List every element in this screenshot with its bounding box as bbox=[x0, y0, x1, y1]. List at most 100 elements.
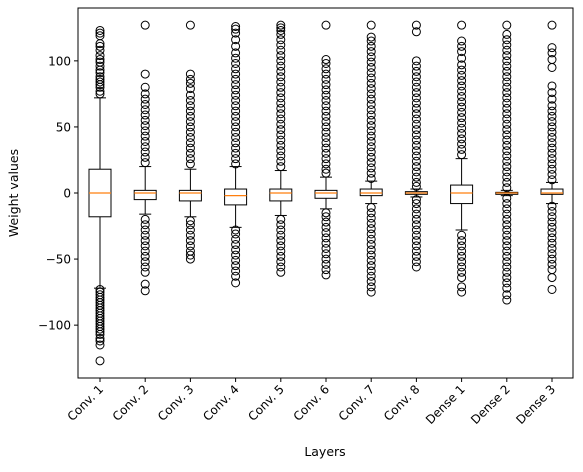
flier-point bbox=[457, 230, 467, 240]
flier-point bbox=[457, 97, 467, 107]
flier-point bbox=[411, 204, 421, 214]
flier-point bbox=[276, 220, 286, 230]
flier-point bbox=[231, 22, 241, 31]
flier-point bbox=[502, 204, 512, 214]
flier-point bbox=[547, 217, 557, 227]
flier-point bbox=[411, 119, 421, 129]
flier-point bbox=[95, 86, 105, 96]
flier-point bbox=[457, 241, 467, 251]
flier-point bbox=[411, 209, 421, 219]
flier-point bbox=[411, 135, 421, 145]
flier-point bbox=[231, 245, 241, 255]
flier-point bbox=[411, 230, 421, 240]
flier-point bbox=[276, 130, 286, 140]
flier-point bbox=[502, 119, 512, 129]
flier-point bbox=[547, 133, 557, 142]
flier-point bbox=[366, 266, 376, 276]
flier-point bbox=[366, 229, 376, 239]
flier-point bbox=[321, 270, 331, 280]
flier-point bbox=[502, 51, 512, 61]
flier-point bbox=[140, 94, 150, 104]
flier-point bbox=[140, 230, 150, 240]
flier-point bbox=[366, 110, 376, 120]
flier-point bbox=[547, 111, 557, 121]
flier-point bbox=[411, 61, 421, 71]
flier-point bbox=[95, 72, 105, 82]
flier-point bbox=[321, 133, 331, 142]
flier-point bbox=[276, 35, 286, 45]
flier-point bbox=[276, 246, 286, 256]
flier-point bbox=[321, 59, 331, 68]
flier-point bbox=[411, 140, 421, 150]
flier-point bbox=[140, 105, 150, 115]
flier-point bbox=[411, 156, 421, 166]
flier-point bbox=[276, 40, 286, 50]
box-conv-2 bbox=[133, 20, 157, 296]
flier-point bbox=[502, 103, 512, 113]
flier-point bbox=[140, 246, 150, 256]
boxes-group bbox=[88, 20, 564, 366]
flier-point bbox=[140, 267, 150, 277]
flier-point bbox=[185, 148, 195, 158]
flier-point bbox=[457, 65, 467, 75]
flier-point bbox=[321, 249, 331, 259]
flier-point bbox=[276, 135, 286, 145]
flier-point bbox=[366, 203, 376, 213]
flier-point bbox=[321, 69, 331, 79]
flier-point bbox=[457, 76, 467, 86]
flier-point bbox=[366, 131, 376, 141]
flier-point bbox=[185, 250, 195, 260]
iqr-box bbox=[540, 188, 564, 195]
flier-point bbox=[502, 66, 512, 76]
box-conv-8 bbox=[404, 20, 428, 272]
flier-point bbox=[231, 154, 241, 164]
flier-point bbox=[502, 93, 512, 103]
flier-point bbox=[321, 127, 331, 137]
flier-point bbox=[185, 143, 195, 153]
flier-point bbox=[231, 133, 241, 142]
flier-point bbox=[411, 109, 421, 119]
flier-point bbox=[502, 290, 512, 300]
flier-point bbox=[502, 241, 512, 251]
flier-point bbox=[366, 89, 376, 99]
flier-point bbox=[366, 115, 376, 125]
flier-point bbox=[321, 265, 331, 275]
flier-point bbox=[547, 154, 557, 164]
box-dense-1 bbox=[450, 20, 474, 297]
flier-point bbox=[547, 143, 557, 153]
flier-point bbox=[185, 159, 195, 169]
flier-point bbox=[140, 115, 150, 125]
flier-point bbox=[276, 45, 286, 55]
flier-point bbox=[95, 41, 105, 51]
flier-point bbox=[276, 20, 286, 30]
flier-point bbox=[231, 138, 241, 148]
flier-point bbox=[366, 271, 376, 281]
flier-point bbox=[140, 241, 150, 251]
x-tick-label: Conv. 6 bbox=[291, 382, 333, 424]
flier-point bbox=[502, 220, 512, 230]
flier-point bbox=[321, 117, 331, 127]
flier-point bbox=[276, 114, 286, 124]
flier-point bbox=[547, 228, 557, 238]
flier-point bbox=[366, 250, 376, 260]
flier-point bbox=[231, 90, 241, 100]
flier-point bbox=[457, 70, 467, 80]
x-tick-label: Dense 2 bbox=[468, 382, 513, 427]
flier-point bbox=[547, 62, 557, 72]
flier-point bbox=[276, 77, 286, 87]
flier-point bbox=[95, 290, 105, 300]
flier-point bbox=[185, 106, 195, 116]
flier-point bbox=[276, 109, 286, 119]
flier-point bbox=[276, 103, 286, 113]
flier-point bbox=[547, 101, 557, 111]
flier-point bbox=[231, 41, 241, 51]
flier-point bbox=[411, 236, 421, 246]
flier-point bbox=[366, 78, 376, 88]
flier-point bbox=[366, 255, 376, 265]
flier-point bbox=[502, 20, 512, 30]
flier-point bbox=[140, 262, 150, 272]
flier-point bbox=[321, 122, 331, 132]
flier-point bbox=[95, 57, 105, 67]
flier-point bbox=[502, 251, 512, 261]
